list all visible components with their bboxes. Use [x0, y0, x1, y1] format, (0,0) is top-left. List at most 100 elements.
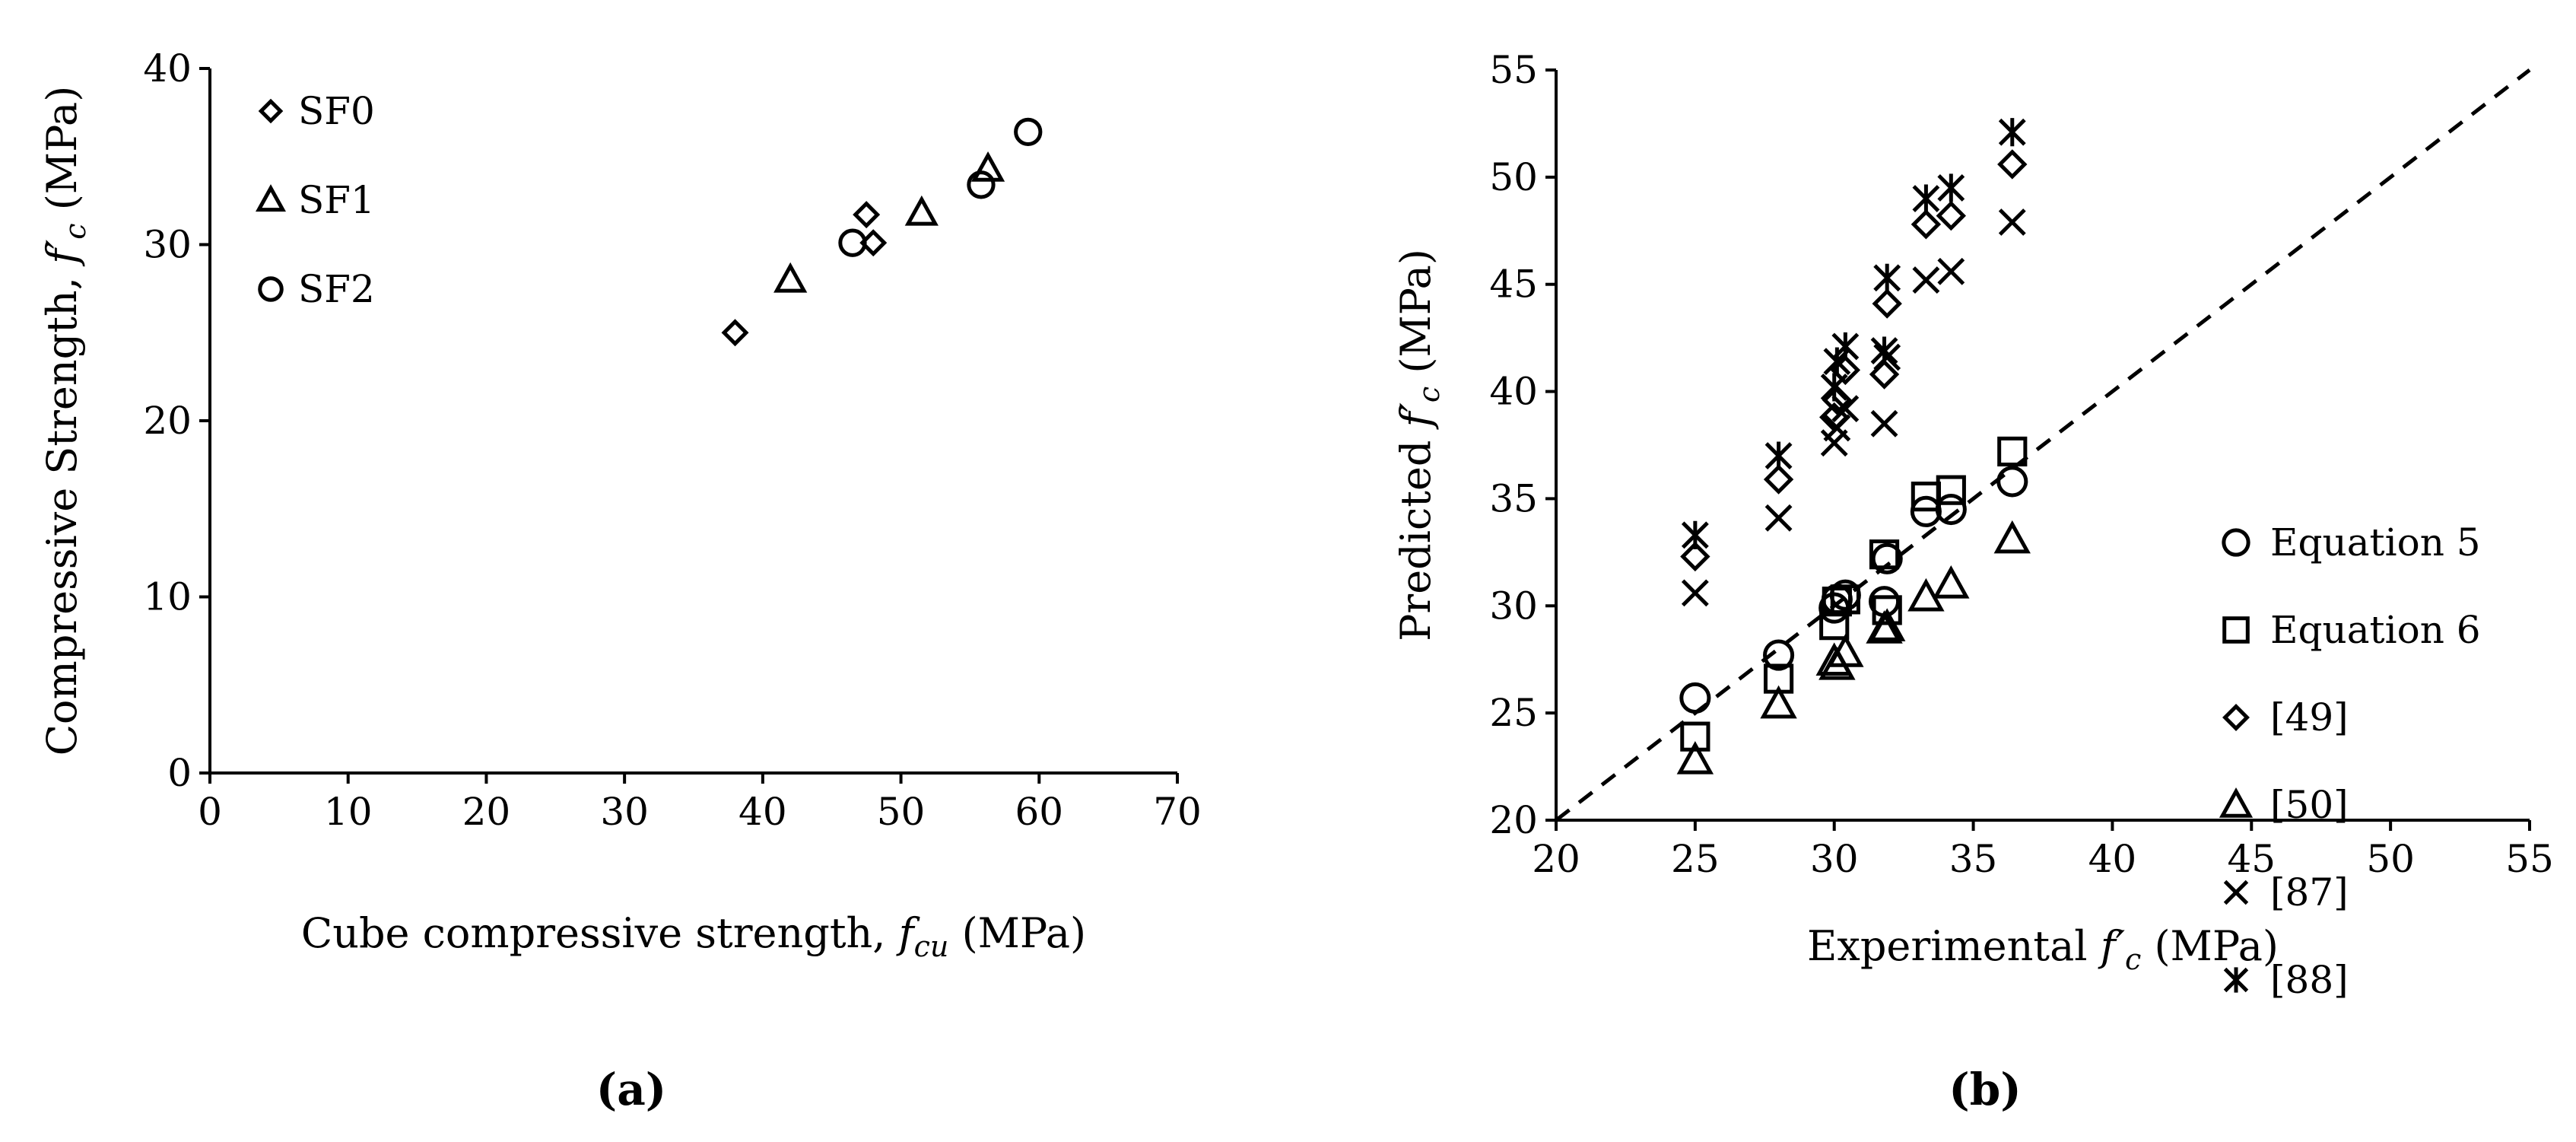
y-tick-label: 50 — [1489, 155, 1538, 199]
legend-label: [87] — [2270, 870, 2349, 915]
y-tick-label: 40 — [1489, 370, 1538, 414]
axes-b — [1555, 70, 2530, 822]
x-tick-label: 70 — [1153, 790, 1202, 834]
point-triangle — [1933, 565, 1970, 599]
x-axis-title: Cube compressive strength, fcu (MPa) — [301, 909, 1086, 963]
point-diamond — [853, 201, 881, 229]
point-diamond — [1763, 464, 1794, 495]
x-axis-title: Experimental f′c (MPa) — [1807, 922, 2279, 976]
legend-marker-circle — [2222, 528, 2250, 557]
legend-label: [50] — [2270, 783, 2349, 827]
point-x — [1681, 579, 1709, 607]
point-circle — [1014, 117, 1043, 146]
point-circle — [967, 170, 996, 199]
legend-label: SF0 — [298, 89, 375, 133]
point-x — [1870, 409, 1898, 437]
x-tick-label: 35 — [1949, 837, 1998, 881]
y-axis-title: Predicted f′c (MPa) — [1392, 249, 1446, 641]
point-square — [1997, 436, 2028, 467]
legend-label: SF2 — [298, 267, 375, 311]
x-tick-label: 50 — [2366, 837, 2415, 881]
ticks-a: 0 10 20 30 40 50 60 70 0 10 20 30 40 — [143, 46, 1201, 834]
y-tick-label: 55 — [1489, 48, 1538, 92]
point-diamond — [721, 319, 749, 347]
x-tick-label: 30 — [600, 790, 649, 834]
point-diamond — [1869, 359, 1900, 390]
point-circle — [838, 228, 867, 257]
axes-a — [208, 68, 1177, 775]
legend-a: SF0 SF1 SF2 — [256, 89, 375, 311]
y-tick-label: 25 — [1489, 691, 1538, 735]
reference-line — [1555, 68, 2531, 822]
point-diamond — [1911, 209, 1942, 240]
point-triangle — [1676, 741, 1714, 775]
point-square — [1822, 587, 1852, 617]
point-star — [1912, 184, 1940, 213]
point-triangle — [1869, 608, 1906, 641]
y-tick-label: 30 — [143, 223, 192, 267]
y-tick-label: 20 — [1489, 798, 1538, 842]
legend-marker-circle — [258, 276, 284, 302]
point-diamond — [1872, 288, 1902, 319]
x-tick-label: 30 — [1810, 837, 1859, 881]
legend-marker-diamond — [2222, 704, 2250, 731]
legend-label: Equation 5 — [2270, 520, 2481, 565]
x-tick-label: 45 — [2227, 837, 2276, 881]
y-tick-label: 30 — [1489, 584, 1538, 628]
point-triangle — [1760, 685, 1797, 719]
point-x — [1831, 395, 1860, 423]
point-triangle — [1827, 634, 1864, 667]
point-circle — [1871, 542, 1903, 574]
y-tick-label: 10 — [143, 575, 192, 619]
x-tick-label: 40 — [2088, 837, 2137, 881]
legend-marker-diamond — [258, 98, 284, 124]
point-x — [1998, 208, 2026, 236]
point-triangle — [904, 195, 939, 226]
x-tick-label: 20 — [462, 790, 511, 834]
x-tick-label: 60 — [1015, 790, 1063, 834]
point-x — [1873, 343, 1901, 371]
points-b — [1676, 118, 2031, 775]
x-tick-label: 50 — [877, 790, 926, 834]
x-tick-label: 20 — [1532, 837, 1580, 881]
point-triangle — [1993, 520, 2031, 554]
point-triangle — [1907, 577, 1945, 612]
point-star — [1998, 118, 2026, 147]
x-tick-label: 25 — [1671, 837, 1720, 881]
point-star — [1937, 173, 1965, 202]
y-tick-label: 20 — [143, 399, 192, 443]
x-tick-label: 10 — [324, 790, 373, 834]
point-star — [1681, 520, 1709, 549]
panel-label-a: (a) — [596, 1064, 666, 1115]
point-star — [1820, 373, 1848, 402]
point-circle — [1910, 495, 1942, 527]
legend-label: [88] — [2270, 958, 2349, 1002]
point-star — [1870, 336, 1898, 365]
y-tick-label: 40 — [143, 46, 192, 91]
point-star — [1873, 263, 1901, 292]
point-square — [1830, 584, 1860, 615]
y-tick-label: 0 — [167, 751, 192, 795]
legend-marker-star — [2223, 967, 2249, 993]
x-tick-label: 55 — [2505, 837, 2554, 881]
point-triangle — [773, 262, 808, 293]
point-diamond — [1997, 149, 2028, 180]
legend-label: Equation 6 — [2270, 608, 2481, 652]
point-star — [1831, 332, 1860, 361]
point-diamond — [1680, 541, 1710, 572]
point-square — [1869, 539, 1900, 570]
point-star — [1764, 441, 1793, 470]
point-x — [1912, 266, 1940, 294]
point-x — [1937, 257, 1965, 285]
x-tick-label: 0 — [198, 790, 222, 834]
y-tick-label: 45 — [1489, 262, 1538, 307]
legend-marker-triangle — [2219, 787, 2254, 818]
point-circle — [1763, 639, 1795, 671]
point-square — [1936, 475, 1966, 505]
legend-marker-square — [2222, 616, 2250, 644]
point-x — [1823, 414, 1851, 442]
points-a — [721, 117, 1043, 347]
legend-marker-triangle — [256, 184, 286, 212]
ticks-b: 20 25 30 35 40 45 50 55 20 25 30 35 40 45 50 55 — [1489, 48, 2553, 881]
